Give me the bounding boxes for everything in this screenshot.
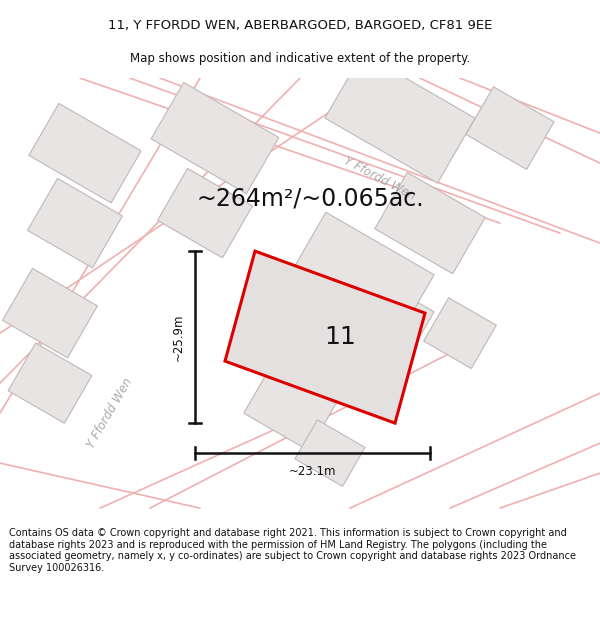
Polygon shape [466,87,554,169]
Polygon shape [2,268,97,358]
Polygon shape [325,53,475,183]
Polygon shape [8,343,92,423]
Polygon shape [29,103,141,203]
Polygon shape [424,298,496,369]
Text: Map shows position and indicative extent of the property.: Map shows position and indicative extent… [130,52,470,65]
Text: Y Ffordd Wen: Y Ffordd Wen [85,376,136,451]
Polygon shape [375,173,485,274]
Text: 11: 11 [324,325,356,349]
Polygon shape [151,82,279,194]
Text: ~25.9m: ~25.9m [172,313,185,361]
Text: Contains OS data © Crown copyright and database right 2021. This information is : Contains OS data © Crown copyright and d… [9,528,576,573]
Text: ~23.1m: ~23.1m [289,465,336,478]
Text: 11, Y FFORDD WEN, ABERBARGOED, BARGOED, CF81 9EE: 11, Y FFORDD WEN, ABERBARGOED, BARGOED, … [108,19,492,31]
Polygon shape [225,251,425,423]
Polygon shape [295,420,365,486]
Polygon shape [158,168,253,258]
Text: ~264m²/~0.065ac.: ~264m²/~0.065ac. [196,186,424,210]
Polygon shape [28,178,122,268]
Polygon shape [346,277,434,359]
Text: Y Ffordd Wen: Y Ffordd Wen [342,154,418,202]
Polygon shape [244,366,336,451]
Polygon shape [286,213,434,344]
